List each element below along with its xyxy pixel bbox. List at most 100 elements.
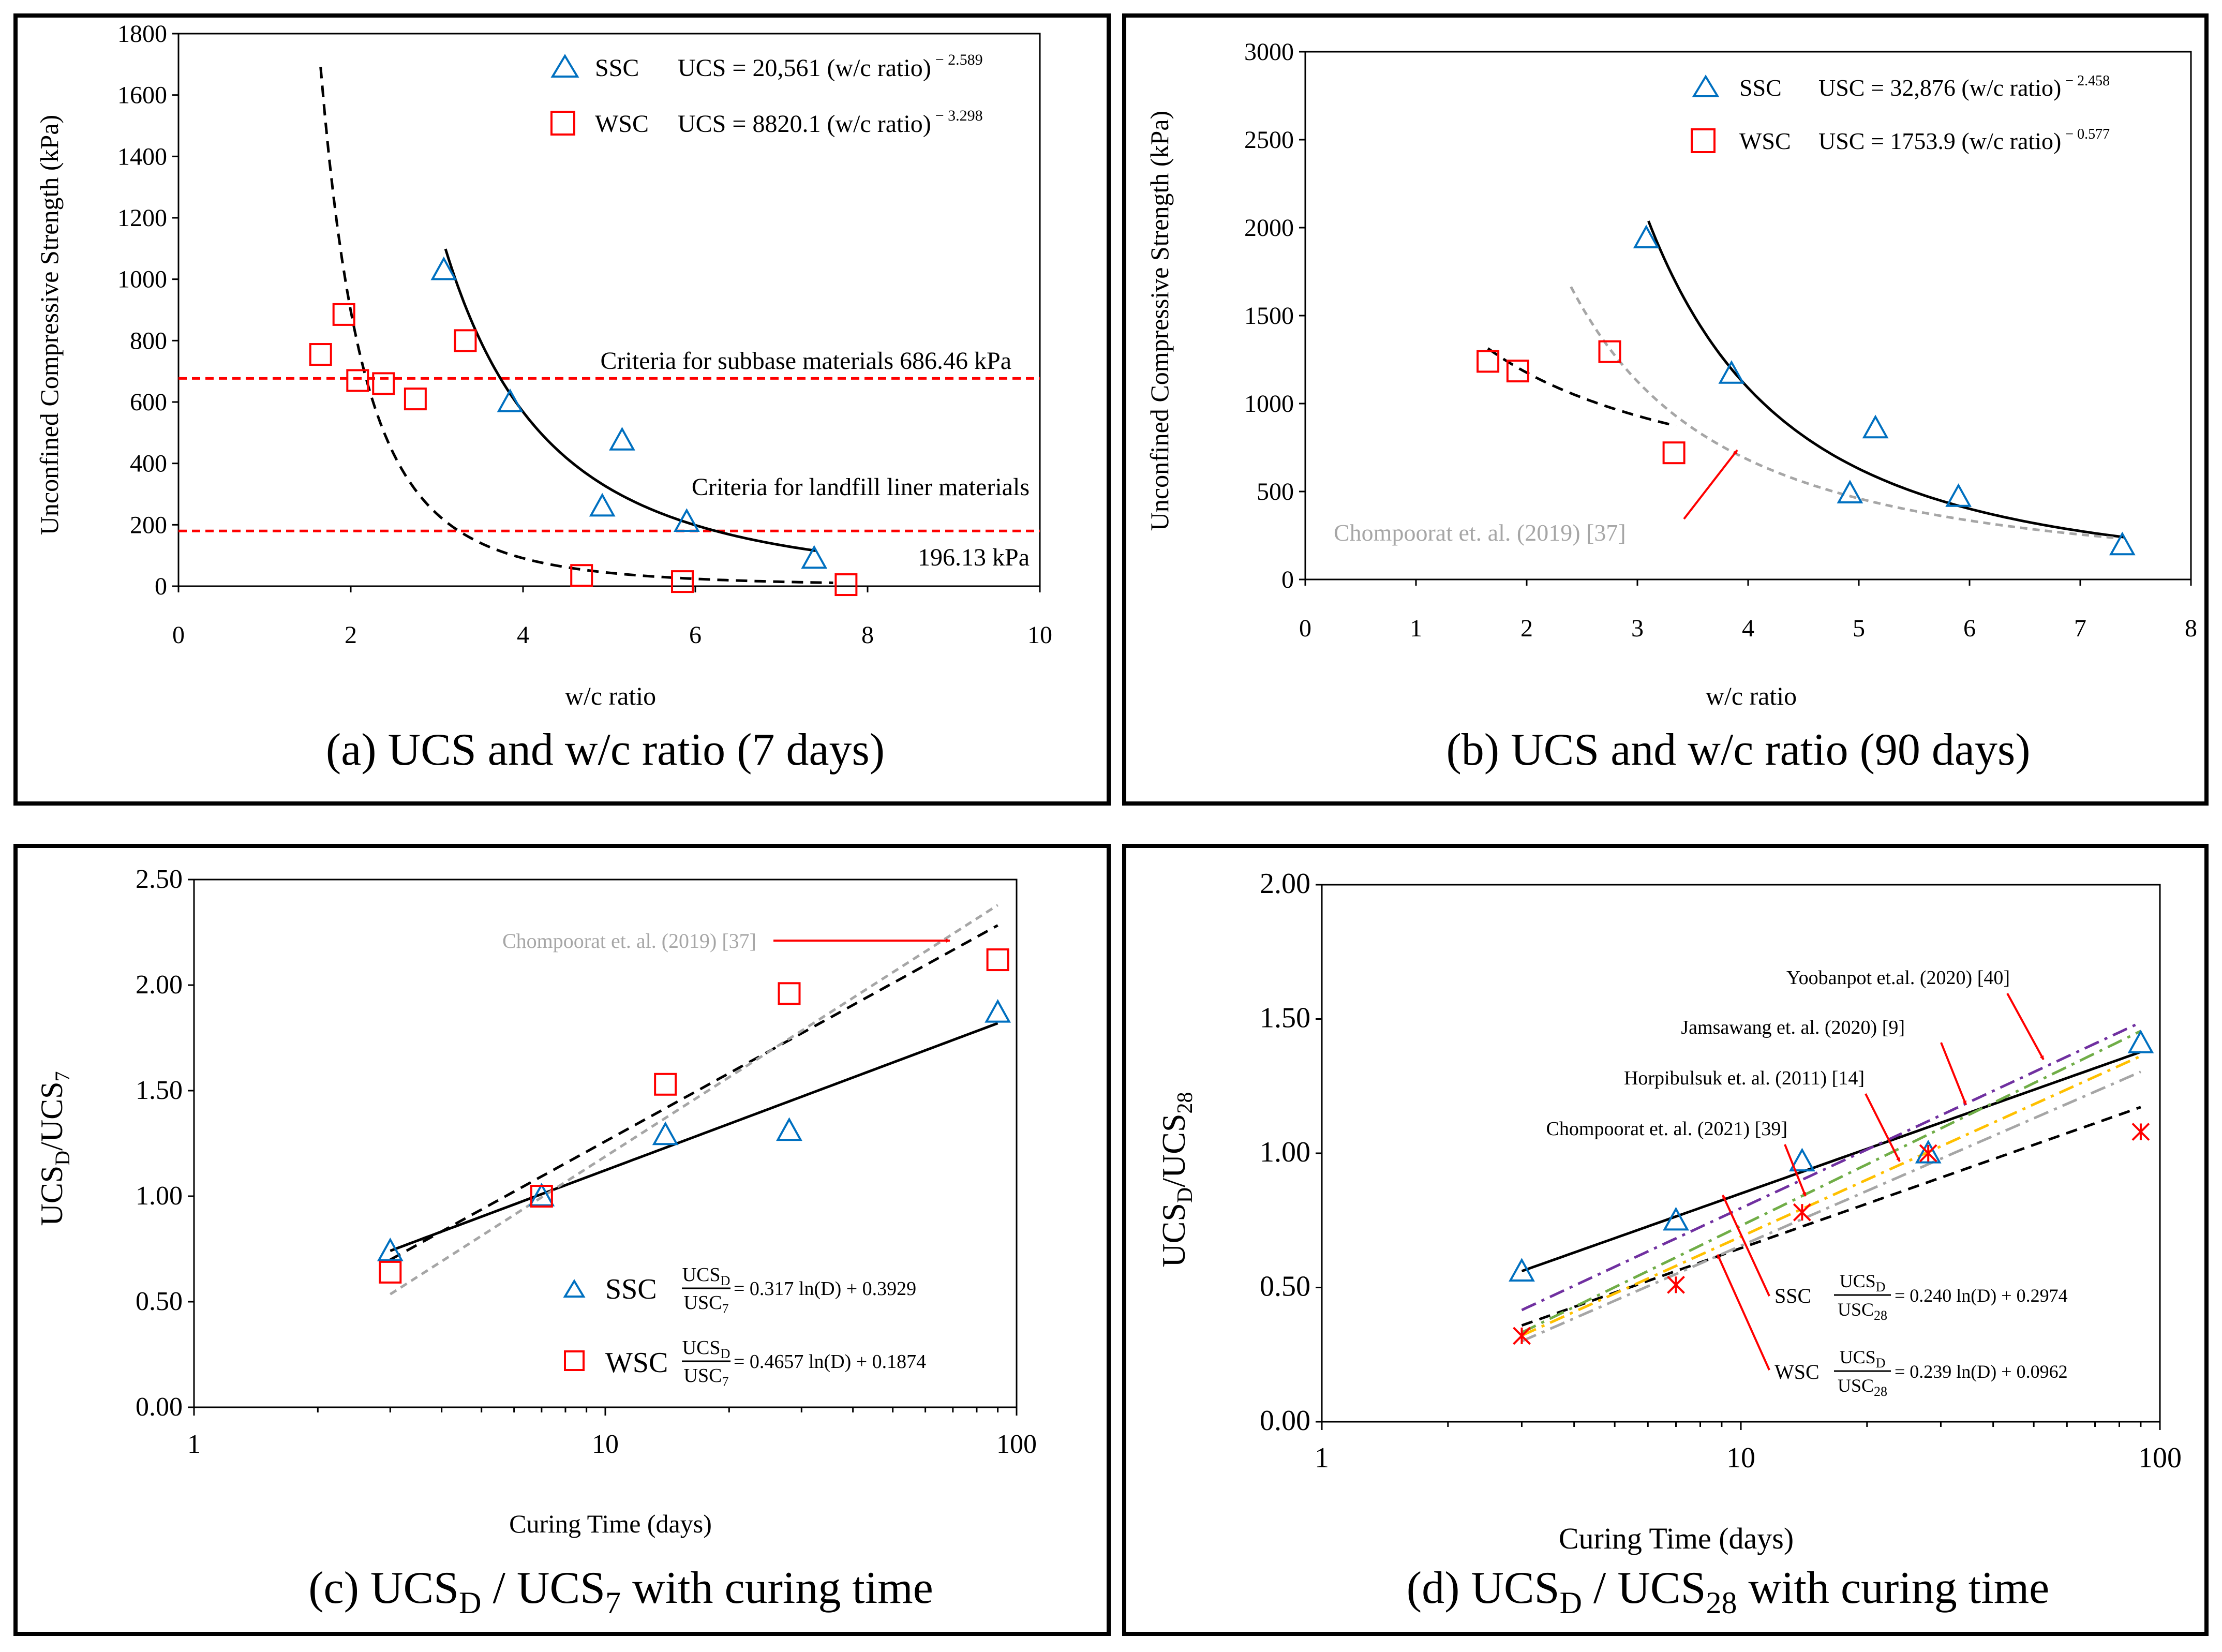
c-xtick-label: 100 [996,1430,1037,1459]
c-wsc-point [654,1073,677,1096]
b-wsc-point [1506,360,1529,383]
b-caption: (b) UCS and w/c ratio (90 days) [1446,725,2030,775]
a-xtick-label: 2 [345,621,357,649]
a-plot-box [177,33,1041,587]
b-markers [1477,225,2136,556]
d-annot-chompoorat: Chompoorat et. al. (2021) [39] [1546,1118,1787,1140]
d-annot-jamsawang-arrow [1940,1042,1967,1105]
d-annot-yoobanpot: Yoobanpot et.al. (2020) [40] [1786,967,2010,989]
d-ssc-point [2127,1030,2154,1053]
panel-c-frame [13,844,1111,1636]
c-wsc-point [530,1185,553,1208]
a-ytick-label: 1400 [117,143,167,170]
c-fit-chompoorat-et-al-2019-37- [389,904,998,1296]
panel-c: 0.00 0.50 1.00 1.50 2.00 2.50 1 10 100 Curing Ti… [35,865,1037,1620]
d-ytick-label: 0.50 [1260,1271,1310,1303]
d-legend: SSC UCSD USC28 = 0.240 ln(D) + 0.2974 WS… [1717,1195,2068,1399]
a-ytick-label: 1800 [117,20,167,48]
b-axes [1299,51,2192,586]
d-legend-ssc-rhs: = 0.240 ln(D) + 0.2974 [1895,1285,2068,1306]
c-ssc-point [528,1182,555,1207]
d-wsc-point [2131,1123,2150,1141]
c-wsc-point [778,982,801,1005]
d-legend-ssc-label: SSC [1774,1284,1811,1307]
d-fit-ssc [1521,1050,2141,1273]
d-axes [1316,884,2161,1430]
d-legend-ssc-den: USC28 [1838,1299,1887,1323]
d-legend-wsc-rhs: = 0.239 ln(D) + 0.0962 [1895,1361,2068,1382]
c-ssc-point [652,1121,679,1145]
a-ytick-label: 200 [130,511,167,539]
b-legend-wsc-eq: USC = 1753.9 (w/c ratio) − 0.577 [1818,126,2110,154]
a-ytick-label: 1000 [117,266,167,293]
d-wsc-point [1513,1327,1531,1345]
c-legend-ssc-num: UCSD [682,1264,730,1288]
c-wsc-point [379,1260,402,1284]
b-ytick-label: 1500 [1244,302,1294,330]
c-xtick-label: 1 [187,1430,201,1459]
a-tick-labels: 0 200 400 600 800 1000 1200 1400 1600 1800 0 2 4 6 8 10 [117,20,1052,649]
a-ytick-label: 400 [130,450,167,478]
d-ytick-label: 2.00 [1260,868,1310,900]
d-legend-wsc-den: USC28 [1838,1375,1887,1399]
c-ytick-label: 2.00 [136,970,183,1000]
d-legend-wsc-arrow [1717,1254,1770,1371]
a-annot-landfill-value: 196.13 kPa [918,544,1030,571]
a-ytick-label: 1200 [117,204,167,232]
c-ytick-label: 1.00 [136,1181,183,1211]
a-legend-wsc-label: WSC [595,110,649,138]
a-ssc-point [673,508,700,532]
b-ssc-point [1945,483,1972,507]
b-legend-wsc-label: WSC [1739,128,1791,154]
c-axes [188,879,1018,1416]
a-ytick-label: 1600 [117,82,167,109]
a-xtick-label: 6 [689,621,702,649]
a-fit-ssc [444,248,816,552]
a-wsc-point [404,388,427,411]
b-ytick-label: 1000 [1244,390,1294,418]
b-xtick-label: 6 [1963,615,1976,642]
d-xlabel: Curing Time (days) [1559,1522,1794,1555]
d-legend-wsc-label: WSC [1774,1360,1820,1383]
d-xtick-label: 10 [1726,1442,1755,1474]
c-ssc-point [776,1117,802,1141]
b-legend-ssc-marker [1692,75,1720,97]
b-xtick-label: 7 [2074,615,2086,642]
c-xtick-label: 10 [592,1430,619,1459]
b-wsc-point [1662,441,1686,465]
c-ssc-point [985,999,1011,1023]
a-ssc-point [589,493,616,517]
c-ytick-label: 0.50 [136,1287,183,1316]
a-annot-subbase: Criteria for subbase materials 686.46 kP… [601,347,1011,375]
b-legend-ssc-eq: USC = 32,876 (w/c ratio) − 2.458 [1818,73,2110,101]
c-legend-wsc-marker [564,1350,585,1371]
c-legend-ssc-label: SSC [605,1273,657,1305]
b-xtick-label: 1 [1410,615,1422,642]
a-wsc-point [454,329,477,352]
b-xtick-label: 8 [2185,615,2197,642]
b-xlabel: w/c ratio [1706,681,1797,710]
b-wsc-point [1598,340,1621,363]
b-ssc-point [2109,531,2136,556]
a-wsc-point [309,343,332,366]
c-legend-wsc-rhs: = 0.4657 ln(D) + 0.1874 [734,1351,926,1373]
a-caption: (a) UCS and w/c ratio (7 days) [326,725,885,775]
a-wsc-point [332,303,355,326]
d-ytick-label: 0.00 [1260,1405,1310,1437]
d-legend-wsc-num: UCSD [1840,1347,1886,1371]
d-caption: (d) UCSD / UCS28 with curing time [1407,1563,2049,1620]
b-xtick-label: 0 [1299,615,1311,642]
d-fit-yoobanpot-et-al-2020-40- [1521,1021,2141,1312]
a-markers [309,256,858,597]
a-wsc-point [671,570,694,593]
d-ssc-point [1663,1207,1689,1231]
c-ssc-point [377,1237,404,1261]
b-tick-labels: 0 500 1000 1500 2000 2500 3000 0 1 2 3 4 5 6 7 8 [1244,38,2197,642]
d-ylabel: UCSD/UCS28 [1155,1092,1197,1267]
b-fit-wsc [1487,347,1677,427]
d-fit-lines [1521,1021,2141,1343]
b-xtick-label: 5 [1853,615,1865,642]
d-annot-yoobanpot-arrow [2006,993,2045,1060]
a-legend-wsc-eq: UCS = 8820.1 (w/c ratio) − 3.298 [678,107,983,138]
